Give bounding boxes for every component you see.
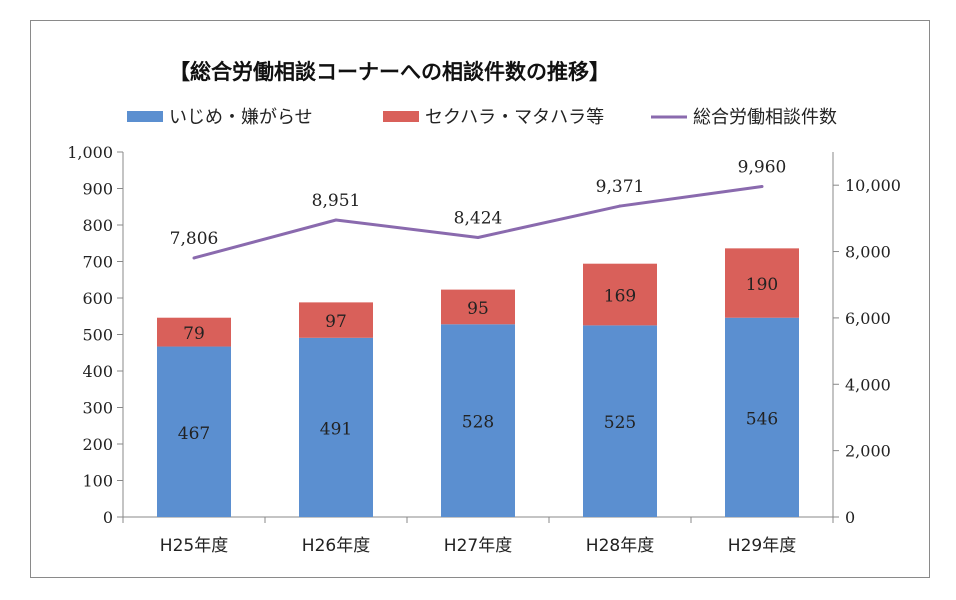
right-tick-label: 6,000	[845, 309, 891, 328]
bar-segment-1	[441, 324, 515, 517]
bar-data-label: 525	[604, 413, 636, 433]
legend-swatch-2	[383, 111, 419, 122]
line-data-label: 8,951	[312, 191, 361, 211]
bar-segment-2	[725, 248, 799, 318]
left-tick-label: 600	[82, 289, 113, 308]
left-tick-label: 900	[82, 180, 113, 199]
bar-data-label: 546	[746, 409, 778, 429]
x-tick-label: H29年度	[728, 536, 796, 556]
bar-segment-1	[157, 346, 231, 517]
line-data-label: 9,960	[738, 158, 787, 178]
line-point	[192, 256, 196, 260]
left-tick-label: 200	[82, 435, 113, 454]
bar-data-label: 190	[746, 275, 778, 295]
legend-label-3: 総合労働相談件数	[693, 107, 837, 128]
left-tick-label: 500	[82, 326, 113, 345]
bar-data-label: 169	[604, 287, 636, 307]
right-tick-label: 4,000	[845, 375, 891, 394]
left-tick-label: 0	[103, 508, 113, 527]
bar-segment-2	[299, 302, 373, 338]
right-tick-label: 8,000	[845, 243, 891, 262]
bar-segment-1	[299, 337, 373, 517]
left-tick-label: 300	[82, 399, 113, 418]
left-tick-label: 700	[82, 253, 113, 272]
legend: いじめ・嫌がらせ セクハラ・マタハラ等 総合労働相談件数	[127, 107, 837, 128]
x-tick-label: H27年度	[444, 536, 512, 556]
line-data-label: 8,424	[454, 208, 503, 228]
line-series: 7,806 8,951 8,424 9,371 9,960	[170, 158, 787, 260]
bar-data-label: 95	[467, 299, 489, 319]
bars: 467 79 491 97 528 95 525 169 546 190	[157, 248, 799, 517]
bar-data-label: 528	[462, 413, 494, 433]
line-point	[618, 204, 622, 208]
chart-title: 【総合労働相談コーナーへの相談件数の推移】	[169, 60, 610, 84]
legend-label-1: いじめ・嫌がらせ	[169, 107, 313, 128]
right-tick-label: 10,000	[845, 176, 901, 195]
bar-data-label: 491	[320, 419, 352, 439]
left-tick-label: 800	[82, 216, 113, 235]
line-point	[476, 235, 480, 239]
bar-segment-2	[157, 317, 231, 347]
bar-data-label: 79	[183, 324, 205, 344]
axes: 0 100 200 300 400 500 600 700 800 900 1,000 0 2,000 4…	[67, 143, 901, 556]
legend-swatch-1	[127, 111, 163, 122]
bar-segment-2	[583, 263, 657, 326]
left-tick-label: 1,000	[67, 143, 113, 162]
bar-segment-2	[441, 289, 515, 325]
bar-data-label: 467	[178, 424, 210, 444]
x-tick-label: H26年度	[302, 536, 370, 556]
legend-label-2: セクハラ・マタハラ等	[425, 107, 604, 128]
chart-frame: 【総合労働相談コーナーへの相談件数の推移】 いじめ・嫌がらせ セクハラ・マタハラ等…	[30, 20, 930, 578]
line-point	[334, 218, 338, 222]
chart-canvas: 【総合労働相談コーナーへの相談件数の推移】 いじめ・嫌がらせ セクハラ・マタハラ等…	[67, 60, 901, 556]
line-data-label: 7,806	[170, 229, 219, 249]
line-data-label: 9,371	[596, 177, 645, 197]
bar-segment-1	[583, 325, 657, 517]
bar-segment-1	[725, 317, 799, 517]
right-tick-label: 0	[845, 508, 855, 527]
bar-data-label: 97	[325, 312, 347, 332]
right-tick-label: 2,000	[845, 442, 891, 461]
x-tick-label: H28年度	[586, 536, 654, 556]
left-tick-label: 400	[82, 362, 113, 381]
x-tick-label: H25年度	[160, 536, 228, 556]
left-tick-label: 100	[82, 472, 113, 491]
line-point	[760, 185, 764, 189]
